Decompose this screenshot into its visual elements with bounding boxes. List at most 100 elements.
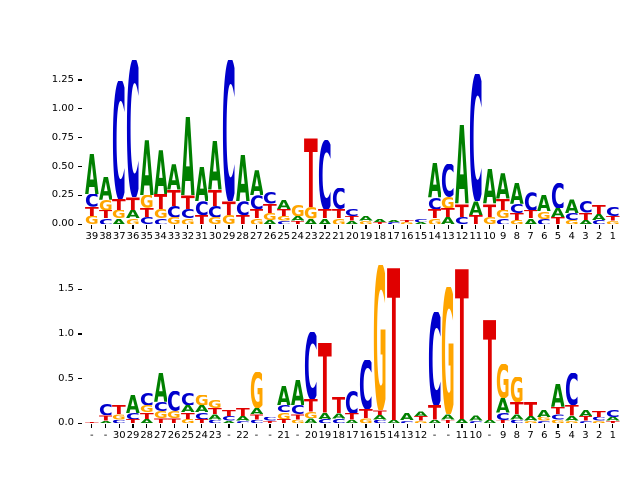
svg-text:A: A bbox=[222, 421, 236, 424]
logo-letter-C: C bbox=[154, 219, 168, 225]
svg-text:T: T bbox=[181, 413, 195, 419]
logo-letter-A: A bbox=[606, 417, 620, 421]
x-tick-label: 39 bbox=[85, 231, 99, 243]
svg-text:C: C bbox=[154, 402, 168, 411]
svg-text:A: A bbox=[304, 219, 318, 225]
x-tick-label: - bbox=[432, 430, 437, 442]
svg-text:T: T bbox=[510, 402, 524, 415]
svg-text:G: G bbox=[304, 412, 318, 418]
x-tick-mark bbox=[488, 225, 491, 230]
logo-letter-T: T bbox=[359, 409, 373, 418]
logo-letter-C: C bbox=[277, 221, 291, 224]
logo-letter-C: C bbox=[496, 413, 510, 420]
x-tick-label: 18 bbox=[332, 430, 345, 442]
logo-letter-G: G bbox=[428, 219, 442, 225]
logo-letter-T: T bbox=[112, 405, 126, 414]
logo-letter-A: A bbox=[579, 410, 593, 416]
logo-letter-G: G bbox=[222, 215, 236, 224]
x-tick-label: - bbox=[487, 430, 492, 442]
logo-letter-T: T bbox=[140, 208, 154, 217]
logo-letter-G: G bbox=[565, 220, 579, 225]
x-tick-mark bbox=[255, 424, 257, 429]
svg-text:A: A bbox=[291, 380, 305, 405]
logo-letter-T: T bbox=[99, 210, 113, 218]
svg-text:T: T bbox=[250, 414, 264, 419]
x-tick-mark bbox=[447, 424, 449, 429]
svg-text:T: T bbox=[126, 419, 140, 423]
x-tick-label: - bbox=[227, 430, 231, 442]
svg-text:G: G bbox=[263, 213, 277, 220]
svg-text:G: G bbox=[291, 205, 305, 217]
svg-text:A: A bbox=[345, 221, 359, 224]
x-tick-mark bbox=[406, 424, 408, 429]
svg-text:A: A bbox=[195, 405, 209, 412]
x-tick-mark bbox=[502, 424, 504, 429]
logo-letter-A: A bbox=[208, 414, 222, 419]
logo-letter-T: T bbox=[250, 414, 264, 419]
svg-text:A: A bbox=[236, 155, 250, 201]
svg-text:C: C bbox=[222, 416, 236, 420]
logo-letter-A: A bbox=[537, 410, 551, 417]
logo-letter-T: T bbox=[565, 405, 579, 416]
x-tick-mark bbox=[228, 424, 230, 429]
logo-letter-T: T bbox=[592, 411, 606, 417]
x-tick-label: 28 bbox=[236, 231, 250, 243]
y-tick-mark bbox=[78, 194, 82, 197]
logo-letter-C: C bbox=[592, 220, 606, 225]
x-tick-label: 3 bbox=[582, 231, 589, 243]
svg-text:T: T bbox=[208, 190, 222, 206]
svg-text:A: A bbox=[579, 220, 593, 225]
logo-letter-G: G bbox=[277, 216, 291, 221]
x-tick-mark bbox=[132, 424, 134, 429]
logo-letter-C: C bbox=[428, 312, 442, 406]
svg-text:T: T bbox=[250, 209, 264, 218]
x-tick-mark bbox=[461, 424, 463, 429]
logo-letter-T: T bbox=[483, 320, 497, 420]
svg-text:C: C bbox=[167, 206, 181, 218]
svg-text:A: A bbox=[428, 163, 442, 198]
logo-letter-A: A bbox=[469, 415, 483, 420]
svg-text:T: T bbox=[455, 204, 469, 218]
x-tick-label: 20 bbox=[345, 231, 359, 243]
svg-text:C: C bbox=[606, 207, 620, 216]
logo-letter-C: C bbox=[551, 183, 565, 208]
svg-text:A: A bbox=[291, 216, 305, 221]
svg-text:C: C bbox=[592, 417, 606, 421]
svg-text:C: C bbox=[455, 217, 469, 224]
logo-letter-T: T bbox=[524, 402, 538, 416]
svg-text:A: A bbox=[441, 217, 455, 224]
logo-letter-T: T bbox=[469, 215, 483, 224]
svg-text:T: T bbox=[85, 422, 99, 424]
svg-text:T: T bbox=[428, 405, 442, 419]
svg-text:C: C bbox=[373, 420, 387, 424]
x-tick-mark bbox=[159, 424, 161, 429]
x-tick-mark bbox=[242, 225, 244, 230]
svg-text:T: T bbox=[387, 268, 401, 420]
x-tick-mark bbox=[283, 225, 285, 230]
svg-text:T: T bbox=[524, 210, 538, 218]
logo-letter-A: A bbox=[304, 219, 318, 225]
svg-text:A: A bbox=[208, 141, 222, 190]
logo-letter-C: C bbox=[592, 417, 606, 421]
svg-text:G: G bbox=[414, 421, 428, 424]
x-tick-label: 8 bbox=[513, 430, 521, 442]
y-tick-label: 1.0 bbox=[58, 327, 74, 339]
svg-text:C: C bbox=[140, 393, 154, 406]
logo-letter-A: A bbox=[250, 408, 264, 414]
logo-letter-A: A bbox=[510, 414, 524, 419]
x-tick-mark bbox=[447, 225, 449, 230]
logo-letter-T: T bbox=[483, 204, 497, 218]
x-tick-label: 14 bbox=[428, 231, 441, 243]
